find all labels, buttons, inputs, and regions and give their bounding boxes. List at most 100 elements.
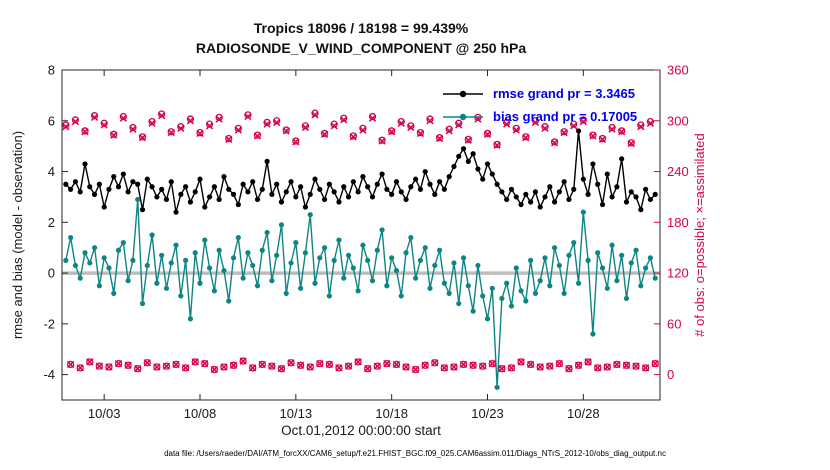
possible-count-marker (201, 359, 209, 368)
rmse-marker (307, 191, 313, 197)
bias-marker (413, 275, 419, 281)
bias-marker (120, 240, 126, 246)
possible-count-marker (306, 363, 314, 371)
assimilated-count-marker (637, 123, 645, 131)
assimilated-count-marker (158, 112, 166, 120)
assimilated-count-marker (464, 136, 472, 144)
bias-marker (345, 252, 352, 258)
assimilated-count-marker (570, 122, 578, 130)
rmse-marker (532, 189, 539, 195)
bias-marker (494, 384, 500, 390)
possible-count-marker (148, 117, 156, 126)
possible-count-marker (239, 357, 247, 365)
bias-marker (623, 295, 630, 302)
rmse-marker (365, 184, 371, 190)
bias-marker (206, 265, 213, 271)
possible-count-marker (445, 125, 453, 133)
rmse-marker (575, 128, 582, 134)
possible-count-marker (541, 123, 549, 131)
possible-count-marker (340, 114, 348, 122)
possible-count-marker (498, 365, 506, 373)
rmse-marker (125, 189, 131, 195)
rmse-marker (494, 181, 500, 187)
bias-marker (599, 265, 606, 271)
y-tick-label-left: 2 (48, 215, 55, 230)
rmse-marker (345, 194, 352, 200)
assimilated-count-marker (368, 114, 377, 122)
possible-count-marker (613, 360, 621, 369)
rmse-marker (571, 186, 577, 192)
bias-marker (331, 257, 337, 263)
bias-marker (82, 250, 88, 256)
rmse-marker (590, 161, 596, 167)
bias-marker (154, 280, 160, 286)
assimilated-count-marker (306, 363, 314, 371)
assimilated-count-marker (210, 365, 219, 374)
possible-count-marker (479, 362, 487, 370)
bias-marker (125, 278, 131, 284)
bias-marker (585, 257, 591, 263)
assimilated-count-marker (546, 362, 554, 370)
bias-marker (547, 283, 553, 289)
rmse-marker (298, 184, 304, 190)
assimilated-count-marker (613, 360, 621, 369)
bias-marker (480, 293, 486, 299)
bias-marker (163, 285, 170, 291)
assimilated-count-marker (95, 362, 104, 370)
rmse-marker (393, 179, 400, 185)
bias-marker (595, 250, 601, 256)
bias-marker (408, 234, 414, 241)
assimilated-count-marker (66, 360, 75, 369)
bias-marker (384, 283, 390, 289)
rmse-marker (336, 199, 342, 205)
rmse-marker (504, 196, 510, 203)
rmse-marker (480, 176, 486, 182)
possible-count-marker (263, 118, 271, 127)
rmse-marker (417, 186, 424, 192)
possible-count-marker (416, 128, 425, 137)
rmse-marker (135, 181, 141, 187)
possible-count-marker (589, 131, 597, 139)
rmse-marker (96, 181, 102, 187)
assimilated-count-marker (392, 360, 401, 369)
bias-marker (235, 234, 241, 241)
assimilated-count-marker (215, 115, 223, 123)
bias-marker (566, 252, 572, 258)
bias-marker (643, 265, 649, 271)
possible-count-marker (397, 117, 405, 126)
bias-marker (63, 257, 69, 263)
assimilated-count-marker (388, 128, 396, 136)
possible-count-marker (594, 364, 602, 372)
assimilated-count-marker (201, 359, 209, 368)
rmse-marker (202, 204, 208, 210)
possible-count-marker (320, 129, 329, 138)
assimilated-count-marker (469, 361, 477, 369)
x-tick-label: 10/03 (88, 406, 121, 421)
assimilated-count-marker (603, 363, 611, 371)
assimilated-count-marker (618, 128, 626, 136)
possible-count-marker (301, 122, 310, 130)
rmse-marker (441, 186, 447, 192)
rmse-marker (628, 189, 634, 195)
bias-marker (355, 288, 361, 294)
assimilated-count-marker (359, 126, 367, 134)
rmse-line (65, 130, 656, 213)
rmse-marker (638, 207, 644, 213)
rmse-marker (72, 179, 79, 185)
bias-marker (508, 303, 515, 309)
bias-marker (422, 245, 428, 251)
bias-marker (365, 257, 371, 263)
rmse-marker (106, 186, 112, 192)
rmse-marker (120, 171, 126, 177)
bias-marker (139, 300, 146, 307)
possible-count-marker (292, 137, 300, 145)
assimilated-count-marker (105, 363, 113, 371)
y-tick-label-right: 300 (667, 113, 689, 128)
assimilated-count-marker (416, 129, 425, 138)
assimilated-count-marker (531, 118, 540, 127)
assimilated-count-marker (177, 124, 185, 133)
rmse-marker (216, 196, 222, 203)
assimilated-count-marker (594, 364, 602, 372)
x-axis-label: Oct.01,2012 00:00:00 start (281, 423, 441, 438)
